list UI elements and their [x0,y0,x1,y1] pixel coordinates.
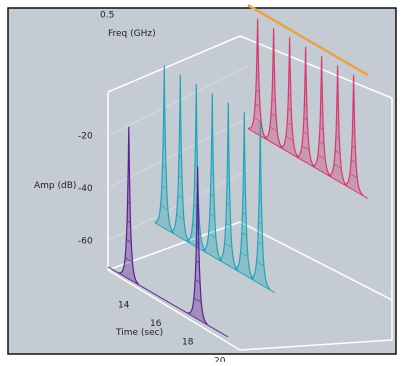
z-tick-label: -20 [78,132,93,142]
z-axis-label: Amp (dB) [34,181,76,191]
z-tick-label: -60 [78,237,93,247]
x-tick-label: 18 [182,338,194,348]
x-axis-label: Time (sec) [115,328,163,338]
y-axis-label: Freq (GHz) [108,29,156,39]
x-tick-label: 20 [214,356,226,362]
x-tick-label: 14 [118,300,130,310]
z-tick-label: -40 [78,184,93,194]
y-tick-label: 0.5 [100,11,114,21]
